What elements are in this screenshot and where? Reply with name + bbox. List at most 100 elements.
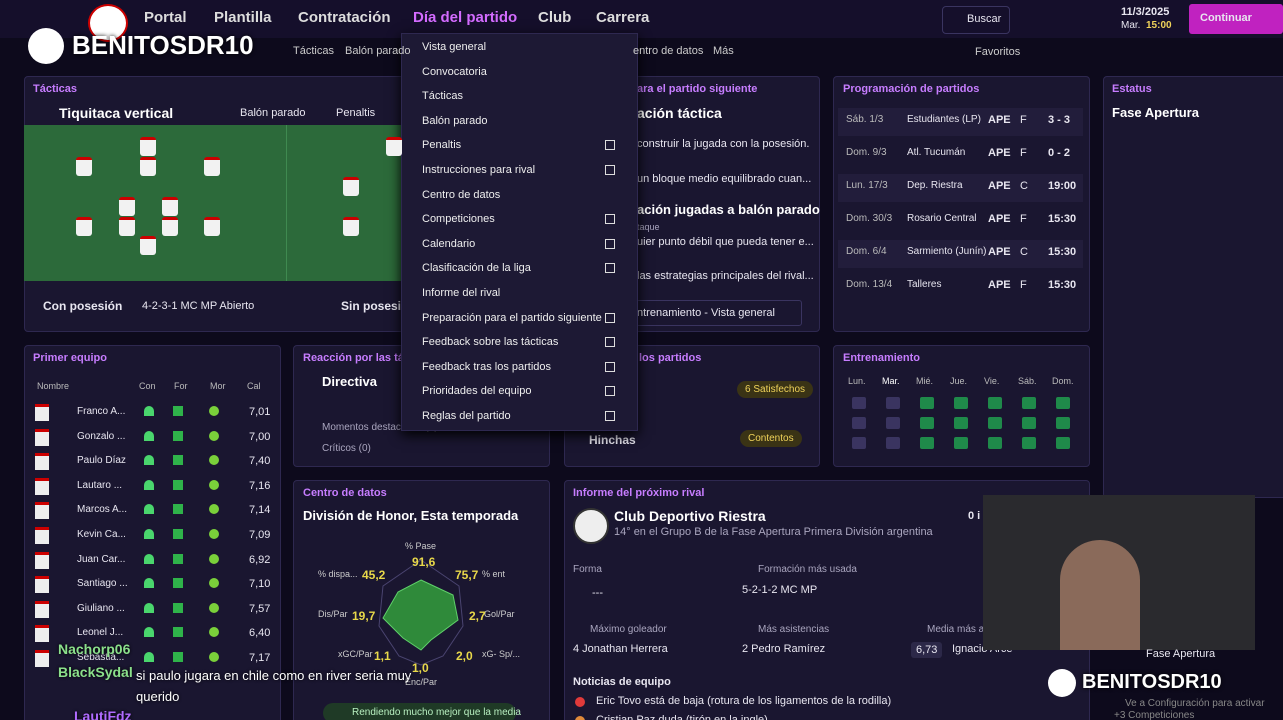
player-name[interactable]: Juan Car... <box>77 553 126 565</box>
session <box>852 417 866 429</box>
player-name[interactable]: Sebastiá... <box>77 652 125 663</box>
menu-item[interactable]: Convocatoria <box>422 65 487 78</box>
player-name[interactable]: Santiago ... <box>77 578 128 590</box>
status-icon <box>144 455 154 466</box>
stat-value: 2,7 <box>469 609 486 623</box>
day: Mié. <box>916 376 934 386</box>
label: Más asistencias <box>758 624 830 635</box>
player-name[interactable]: Gonzalo ... <box>77 430 126 442</box>
player-shirt <box>140 157 156 176</box>
menu-item[interactable]: Feedback sobre las tácticas <box>422 336 559 349</box>
news-item: Eric Tovo está de baja (rotura de los li… <box>596 695 892 707</box>
row-bg <box>838 174 1083 202</box>
status-icon <box>209 504 219 515</box>
text: uier punto débil que pueda tener e... <box>637 236 814 248</box>
player-shirt <box>204 217 220 236</box>
player-name[interactable]: Lautaro ... <box>77 479 123 491</box>
status-icon <box>173 479 183 490</box>
subnav-item[interactable]: Balón parado <box>345 45 411 57</box>
rating: 7,57 <box>249 602 271 615</box>
menu-item[interactable]: Feedback tras los partidos <box>422 360 552 373</box>
title: Informe del próximo rival <box>573 487 705 499</box>
menu-item[interactable]: Calendario <box>422 237 476 250</box>
menu-item[interactable]: Balón parado <box>422 114 488 127</box>
status-icon <box>173 504 183 515</box>
footer-badge <box>323 703 516 720</box>
cell: APE <box>988 246 1011 258</box>
set-pieces[interactable]: Balón parado <box>240 107 306 119</box>
day: Vie. <box>984 376 1000 386</box>
stat-value: 1,0 <box>412 661 429 675</box>
status-icon <box>144 529 154 539</box>
status-icon <box>144 602 154 613</box>
status-icon <box>209 627 219 638</box>
player-name[interactable]: Marcos A... <box>77 504 128 516</box>
status-icon <box>173 602 183 613</box>
training-link[interactable]: ntrenamiento - Vista general <box>637 307 775 319</box>
session <box>954 417 968 429</box>
title: Tácticas <box>33 83 78 95</box>
nav-item[interactable]: Club <box>538 9 572 26</box>
rating: 6,40 <box>249 627 271 640</box>
stat-label: Enc/Par <box>405 677 438 687</box>
nav-item[interactable]: Plantilla <box>214 9 272 26</box>
penalties[interactable]: Penaltis <box>336 107 376 119</box>
stat-label: % Pase <box>405 541 437 551</box>
continue[interactable]: Continuar <box>1200 12 1252 24</box>
menu-item[interactable]: Preparación para el partido siguiente <box>422 311 602 324</box>
nav-item[interactable]: Contratación <box>298 9 391 26</box>
player-name[interactable]: Franco A... <box>77 406 126 417</box>
day: Dom. <box>1052 376 1074 386</box>
search-box[interactable] <box>942 6 1010 34</box>
stat-label: xGC/Par <box>338 649 373 659</box>
cell: Talleres <box>907 279 942 290</box>
header: Mor <box>210 381 226 391</box>
player-name[interactable]: Giuliano ... <box>77 602 125 614</box>
status-icon <box>209 406 219 416</box>
watermark: BENITOSDR10 <box>1082 671 1222 693</box>
menu-item[interactable]: Tácticas <box>422 90 463 103</box>
menu-item[interactable]: Penaltis <box>422 139 462 152</box>
status-icon <box>209 652 219 662</box>
player-name[interactable]: Paulo Díaz <box>77 455 126 467</box>
subnav-item[interactable]: Tácticas <box>293 45 334 57</box>
subnav-item[interactable]: Más <box>713 45 734 57</box>
menu-item[interactable]: Vista general <box>422 41 487 53</box>
radar-grid <box>378 559 464 666</box>
nav-item[interactable]: Día del partido <box>413 9 518 26</box>
player-name[interactable]: Kevin Ca... <box>77 529 126 540</box>
menu-item[interactable]: Competiciones <box>422 213 495 226</box>
cell: Sáb. 1/3 <box>846 114 884 125</box>
search[interactable]: Buscar <box>967 13 1002 25</box>
session <box>852 437 866 449</box>
text: las estrategias principales del rival... <box>637 270 814 282</box>
stat-value: 75,7 <box>455 568 479 582</box>
footer: Rendiendo mucho mejor que la media <box>352 707 521 718</box>
favorites[interactable]: Favoritos <box>975 46 1021 58</box>
menu-item[interactable]: Centro de datos <box>422 188 501 201</box>
title: Programación de partidos <box>843 83 980 95</box>
continue-button[interactable] <box>1189 4 1283 34</box>
menu-item[interactable]: Informe del rival <box>422 287 501 299</box>
menu-item[interactable]: Clasificación de la liga <box>422 262 531 275</box>
player-name[interactable]: Leonel J... <box>77 627 124 639</box>
header: Cal <box>247 381 261 391</box>
subnav-item[interactable]: entro de datos <box>633 45 704 57</box>
stat-label: Gol/Par <box>484 609 515 619</box>
nav-item[interactable]: Carrera <box>596 9 650 26</box>
session <box>988 437 1002 449</box>
title: Reacción por las tácti <box>303 352 417 364</box>
count: 0 i <box>968 510 981 522</box>
header: Con <box>139 381 156 391</box>
menu-item[interactable]: Prioridades del equipo <box>422 385 532 398</box>
nav-item[interactable]: Portal <box>144 9 187 26</box>
menu-item[interactable]: Instrucciones para rival <box>422 164 536 176</box>
player-shirt <box>140 236 156 255</box>
status-icon <box>144 406 154 416</box>
cell: F <box>1020 279 1027 291</box>
title: los partidos <box>639 352 702 364</box>
badge: 6 Satisfechos <box>737 381 814 398</box>
radar-shape <box>382 579 459 651</box>
menu-item[interactable]: Reglas del partido <box>422 410 511 422</box>
